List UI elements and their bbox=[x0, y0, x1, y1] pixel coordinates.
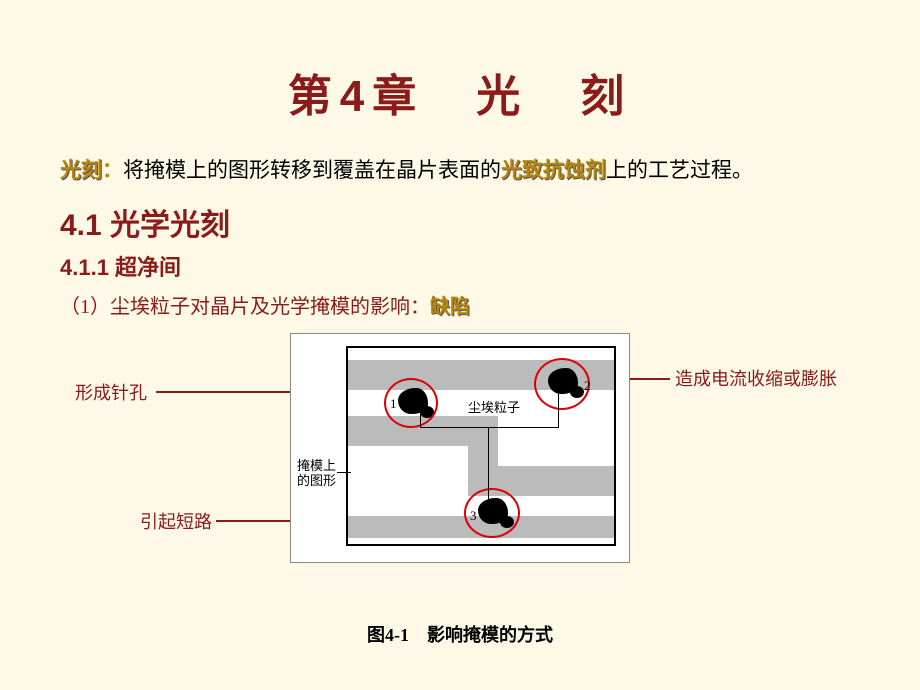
section-title: 4.1 光学光刻 bbox=[60, 200, 860, 244]
red-circle-2 bbox=[534, 358, 590, 410]
leader-3 bbox=[488, 428, 489, 500]
def-text-before: 将掩模上的图形转移到覆盖在晶片表面的 bbox=[123, 158, 501, 182]
point-1-prefix: （1）尘埃粒子对晶片及光学掩模的影响： bbox=[60, 296, 430, 318]
definition-line: 光刻：将掩模上的图形转移到覆盖在晶片表面的光致抗蚀剂上的工艺过程。 bbox=[60, 154, 860, 188]
anno-short: 引起短路 bbox=[140, 508, 212, 534]
anno-current: 造成电流收缩或膨胀 bbox=[675, 365, 837, 391]
leader-h1 bbox=[420, 427, 488, 428]
mask-leader bbox=[337, 472, 351, 473]
dust-label: 尘埃粒子 bbox=[468, 400, 520, 416]
mask-label-l2: 的图形 bbox=[297, 473, 336, 488]
diagram-border: 1 2 3 尘埃粒子 bbox=[346, 346, 616, 546]
leader-2 bbox=[558, 394, 559, 428]
anno-pinhole: 形成针孔 bbox=[75, 379, 147, 405]
diagram: 1 2 3 尘埃粒子 掩模上 的图形 bbox=[290, 333, 630, 563]
subsection-title: 4.1.1 超净间 bbox=[60, 250, 860, 282]
leader-h2 bbox=[488, 427, 558, 428]
mask-label-l1: 掩模上 bbox=[297, 458, 336, 473]
chapter-title: 第4章 光 刻 bbox=[60, 60, 860, 124]
def-text-after: 上的工艺过程。 bbox=[606, 158, 753, 182]
leader-1 bbox=[420, 410, 421, 428]
figure-area: 形成针孔 造成电流收缩或膨胀 引起短路 1 bbox=[60, 333, 860, 613]
mask-label: 掩模上 的图形 bbox=[297, 458, 336, 489]
point-1: （1）尘埃粒子对晶片及光学掩模的影响：缺陷 bbox=[60, 290, 860, 319]
keyword-lithography: 光刻 bbox=[60, 159, 102, 182]
keyword-photoresist: 光致抗蚀剂 bbox=[501, 159, 606, 182]
num-3: 3 bbox=[470, 508, 477, 524]
colon: ： bbox=[102, 158, 123, 182]
point-1-defect: 缺陷 bbox=[430, 296, 470, 318]
num-1: 1 bbox=[390, 396, 397, 412]
figure-caption: 图4-1 影响掩模的方式 bbox=[60, 621, 860, 647]
num-2: 2 bbox=[584, 378, 591, 394]
